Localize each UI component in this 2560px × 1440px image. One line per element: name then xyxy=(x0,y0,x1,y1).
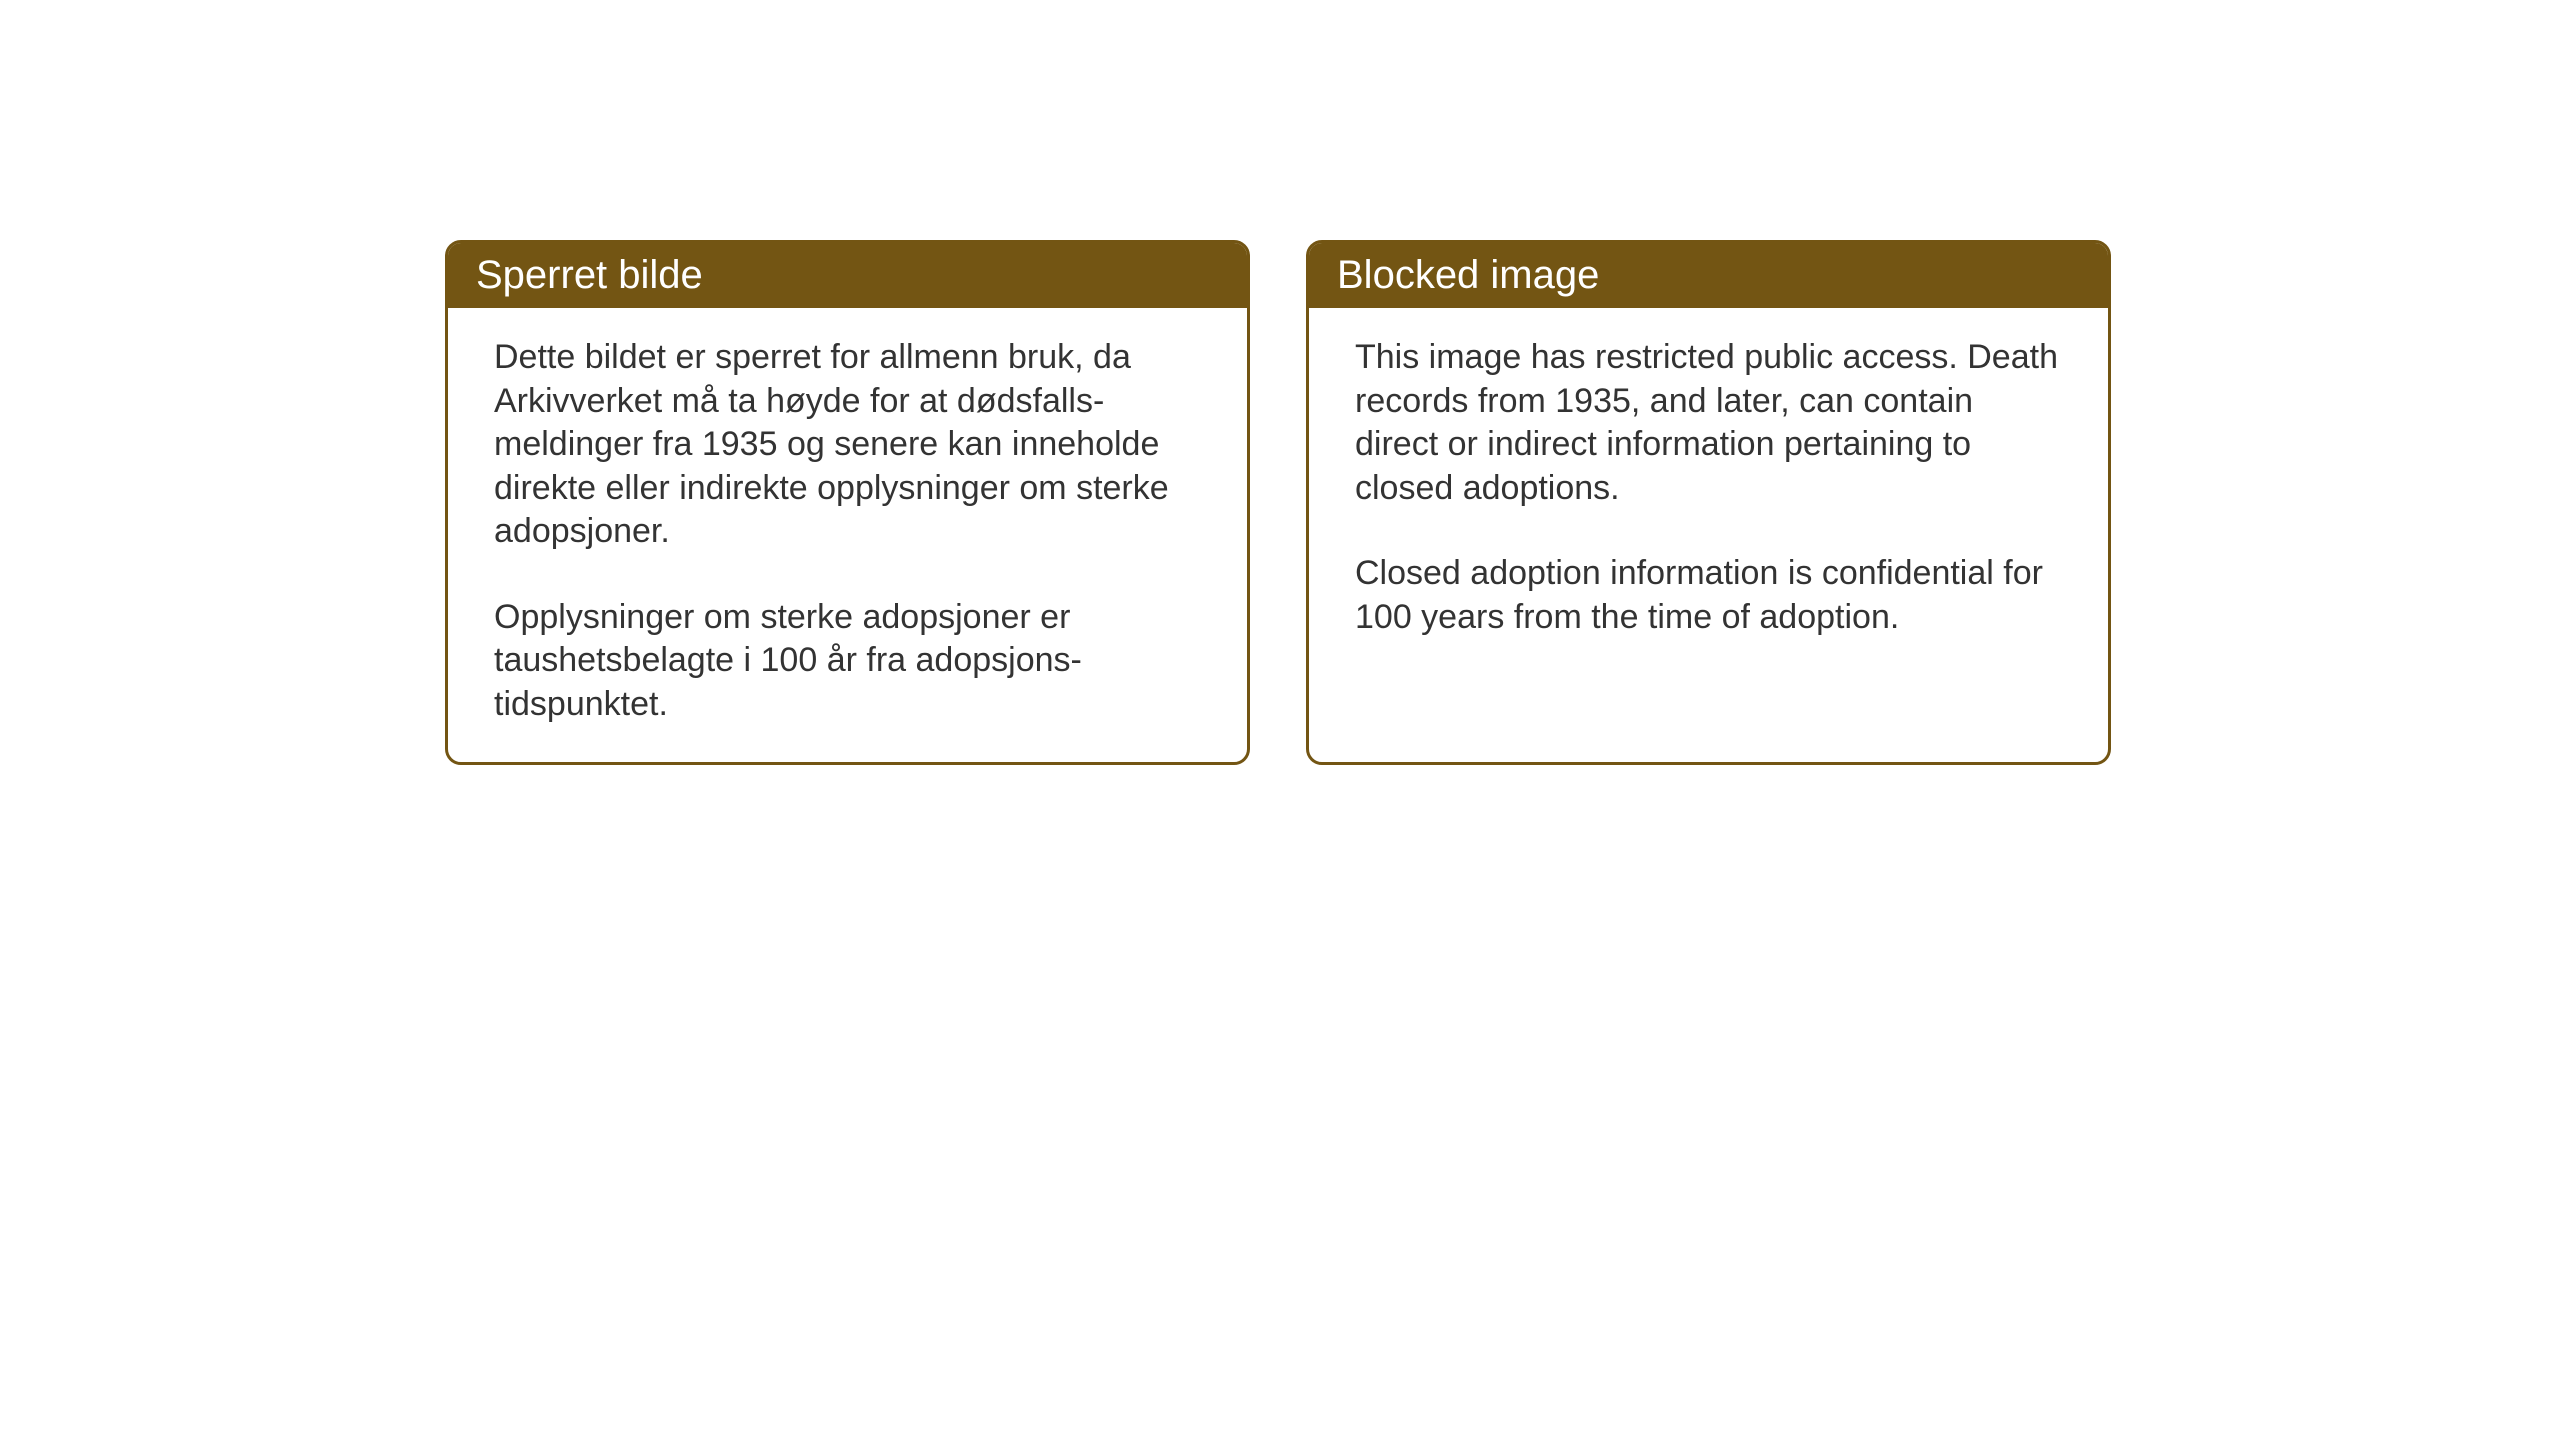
notice-header-norwegian: Sperret bilde xyxy=(448,243,1247,308)
notice-paragraph-2-norwegian: Opplysninger om sterke adopsjoner er tau… xyxy=(494,596,1201,727)
notice-container: Sperret bilde Dette bildet er sperret fo… xyxy=(445,240,2111,765)
notice-card-norwegian: Sperret bilde Dette bildet er sperret fo… xyxy=(445,240,1250,765)
notice-card-english: Blocked image This image has restricted … xyxy=(1306,240,2111,765)
notice-body-norwegian: Dette bildet er sperret for allmenn bruk… xyxy=(448,308,1247,762)
notice-header-english: Blocked image xyxy=(1309,243,2108,308)
notice-paragraph-2-english: Closed adoption information is confident… xyxy=(1355,552,2062,639)
notice-body-english: This image has restricted public access.… xyxy=(1309,308,2108,675)
notice-paragraph-1-english: This image has restricted public access.… xyxy=(1355,336,2062,510)
notice-paragraph-1-norwegian: Dette bildet er sperret for allmenn bruk… xyxy=(494,336,1201,554)
